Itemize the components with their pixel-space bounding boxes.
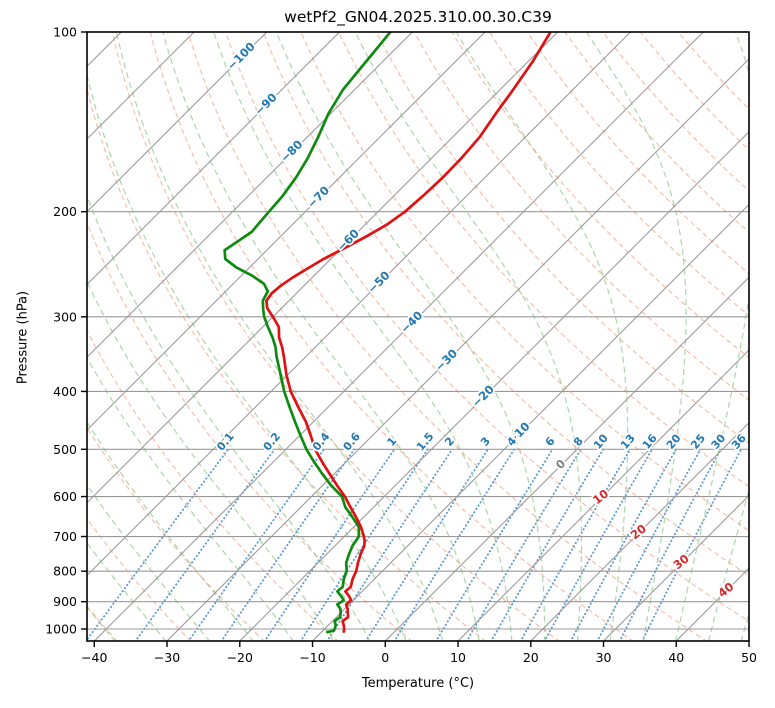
svg-text:0.2: 0.2 [261, 430, 283, 453]
svg-text:−100: −100 [224, 39, 258, 73]
svg-text:−90: −90 [252, 90, 280, 118]
svg-text:500: 500 [53, 442, 77, 457]
svg-text:−40: −40 [397, 308, 425, 336]
plot-frame [86, 31, 750, 642]
svg-text:20: 20 [523, 650, 539, 665]
svg-text:0.4: 0.4 [310, 430, 333, 454]
svg-text:400: 400 [53, 384, 77, 399]
isotherms [87, 32, 749, 641]
svg-text:8: 8 [571, 435, 586, 449]
svg-text:40: 40 [668, 650, 684, 665]
svg-text:−20: −20 [227, 650, 253, 665]
svg-text:10: 10 [450, 650, 466, 665]
chart-title: wetPf2_GN04.2025.310.00.30.C39 [284, 8, 552, 26]
mixing-ratio-labels: 0.1 0.2 0.4 0.6 1 1.5 2 3 4 6 8 10 13 16 20 25 30 36 [213, 428, 749, 455]
svg-text:−10: −10 [299, 650, 325, 665]
svg-text:−30: −30 [154, 650, 180, 665]
svg-text:−70: −70 [304, 183, 332, 211]
svg-text:2: 2 [442, 435, 457, 449]
svg-text:−80: −80 [277, 137, 305, 165]
svg-text:800: 800 [53, 564, 77, 579]
svg-text:10: 10 [590, 486, 611, 507]
svg-text:200: 200 [53, 204, 77, 219]
temperature-curve [265, 32, 552, 633]
svg-text:30: 30 [670, 551, 691, 572]
svg-text:−40: −40 [81, 650, 107, 665]
svg-text:20: 20 [628, 521, 649, 542]
moist-adiabats [87, 32, 749, 641]
svg-text:1.5: 1.5 [414, 430, 436, 453]
mixing-ratio-lines [87, 448, 743, 641]
svg-text:700: 700 [53, 529, 77, 544]
svg-text:300: 300 [53, 309, 77, 324]
svg-text:−50: −50 [365, 268, 393, 296]
svg-text:1000: 1000 [45, 622, 77, 637]
svg-text:30: 30 [596, 650, 612, 665]
svg-text:0: 0 [381, 650, 389, 665]
dewpoint-curve [223, 32, 392, 634]
svg-text:−30: −30 [432, 346, 460, 374]
x-axis-label: Temperature (°C) [361, 676, 475, 691]
svg-text:0.6: 0.6 [340, 430, 363, 454]
svg-text:0: 0 [553, 456, 569, 472]
y-axis-label: Pressure (hPa) [15, 290, 31, 385]
svg-text:6: 6 [543, 434, 558, 448]
svg-text:3: 3 [478, 435, 493, 449]
svg-text:100: 100 [53, 25, 77, 40]
svg-text:900: 900 [53, 594, 77, 609]
dry-adiabats [87, 32, 749, 641]
svg-text:40: 40 [715, 579, 736, 600]
svg-text:50: 50 [741, 650, 757, 665]
svg-text:600: 600 [53, 489, 77, 504]
